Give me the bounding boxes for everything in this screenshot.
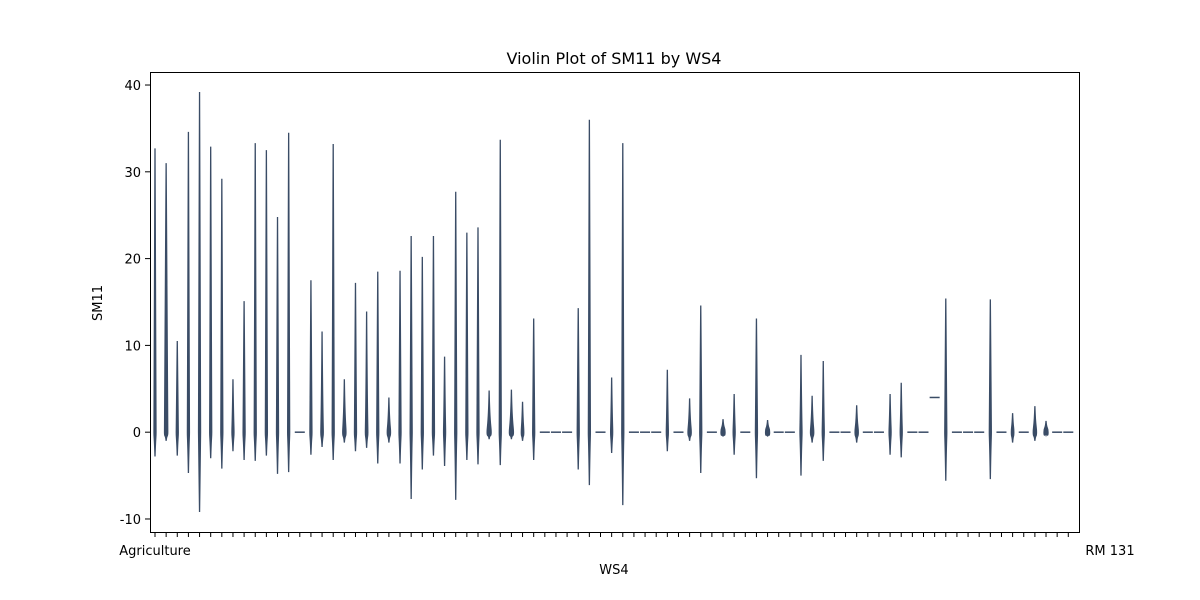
violin-body bbox=[699, 305, 703, 473]
violin-body bbox=[309, 280, 313, 455]
violin-body bbox=[186, 131, 191, 473]
violin-body bbox=[621, 143, 625, 506]
x-axis-title: WS4 bbox=[599, 563, 628, 578]
violin-body bbox=[1010, 413, 1015, 443]
violin-body bbox=[944, 298, 948, 481]
violin-body bbox=[287, 132, 291, 473]
violin-body bbox=[275, 216, 280, 474]
y-tick-label: 40 bbox=[124, 79, 141, 94]
x-tick-label-first: Agriculture bbox=[119, 544, 191, 559]
violin-body bbox=[442, 356, 447, 467]
violin-body bbox=[376, 271, 380, 464]
y-tick-label: 30 bbox=[124, 166, 141, 181]
violin-body bbox=[409, 236, 413, 500]
violin-body bbox=[454, 191, 458, 500]
chart-title: Violin Plot of SM11 by WS4 bbox=[507, 49, 722, 68]
violin-body bbox=[799, 354, 803, 476]
y-tick-label: -10 bbox=[120, 513, 141, 528]
plot-area-frame bbox=[150, 72, 1080, 533]
violin-body bbox=[809, 395, 815, 443]
violin-body bbox=[476, 227, 480, 465]
violin-body bbox=[431, 236, 436, 456]
violin-body bbox=[197, 91, 202, 513]
x-tick-label-last: RM 131 bbox=[1085, 544, 1134, 559]
violin-body bbox=[331, 144, 335, 460]
violins-group bbox=[153, 91, 1074, 513]
violin-body bbox=[1043, 420, 1049, 438]
violin-body bbox=[508, 389, 515, 440]
violin-body bbox=[153, 148, 157, 457]
violin-body bbox=[587, 119, 592, 486]
violin-body bbox=[364, 311, 369, 448]
violin-body bbox=[175, 341, 179, 456]
violin-body bbox=[764, 420, 771, 437]
violin-body bbox=[231, 379, 235, 452]
y-tick-label: 0 bbox=[133, 426, 141, 441]
violin-body bbox=[754, 318, 759, 479]
violin-body bbox=[821, 361, 825, 461]
violin-body bbox=[353, 282, 358, 452]
y-axis-title: SM11 bbox=[91, 285, 106, 321]
violin-body bbox=[576, 308, 580, 470]
y-tick-label: 20 bbox=[124, 253, 141, 268]
violin-body bbox=[465, 232, 469, 460]
violin-body bbox=[220, 178, 224, 469]
violin-body bbox=[264, 150, 269, 456]
violin-body bbox=[520, 401, 525, 441]
y-axis: -10 0 10 20 30 40 bbox=[120, 79, 150, 528]
violin-body bbox=[1032, 406, 1038, 441]
violin-body bbox=[498, 139, 502, 466]
x-axis bbox=[154, 532, 1069, 537]
violin-body bbox=[888, 393, 892, 455]
violin-body bbox=[253, 143, 257, 461]
y-tick-label: 10 bbox=[124, 339, 141, 354]
violin-body bbox=[386, 397, 392, 443]
violin-body bbox=[720, 419, 726, 437]
violin-body bbox=[320, 331, 324, 447]
violin-body bbox=[665, 369, 669, 452]
violin-body bbox=[899, 382, 903, 458]
violin-body bbox=[342, 379, 347, 443]
violin-body bbox=[609, 377, 614, 454]
violin-body bbox=[854, 405, 859, 443]
violin-body bbox=[486, 390, 492, 440]
violin-body bbox=[687, 398, 692, 441]
violin-body bbox=[732, 393, 736, 455]
violin-body bbox=[209, 146, 213, 459]
violin-body bbox=[163, 163, 169, 441]
violin-body bbox=[988, 299, 992, 480]
violin-body bbox=[398, 270, 402, 464]
violin-body bbox=[420, 256, 424, 470]
violin-body bbox=[242, 301, 246, 460]
violin-body bbox=[532, 318, 536, 460]
